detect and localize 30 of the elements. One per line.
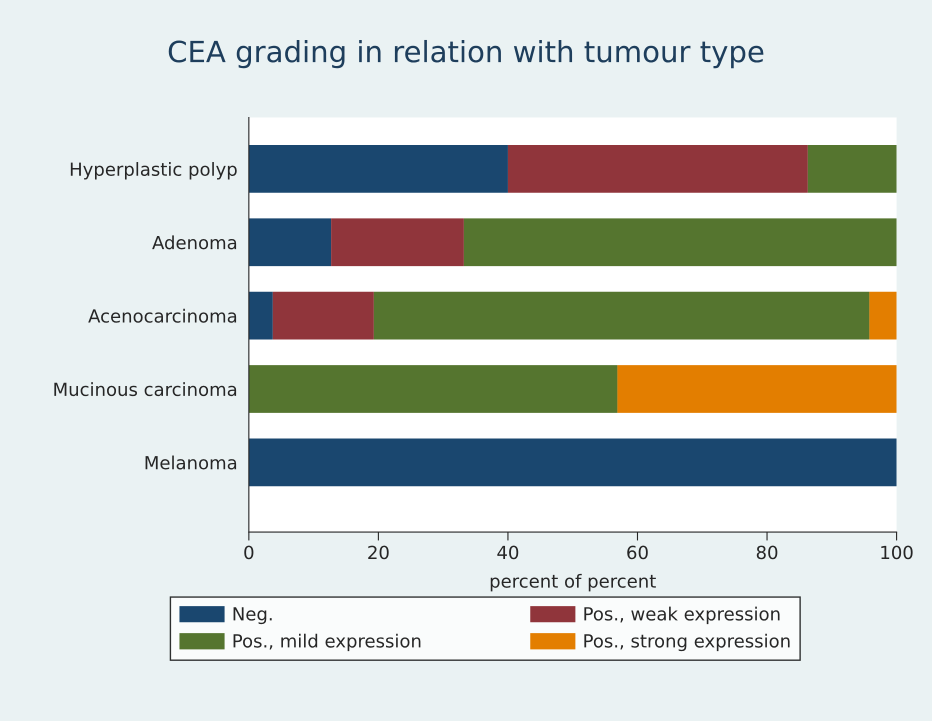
y-tick-label: Adenoma: [152, 235, 236, 250]
legend-label: Pos., mild expression: [234, 634, 420, 652]
x-tick-label: 60: [627, 546, 648, 560]
bar: [464, 218, 897, 266]
bar: [248, 438, 897, 486]
legend-label: Neg.: [234, 607, 272, 624]
bar: [248, 292, 273, 340]
bar: [617, 365, 897, 413]
x-tick-label: 0: [244, 546, 254, 560]
bar: [331, 218, 464, 266]
y-tick-label: Mucinous carcinoma: [54, 382, 236, 396]
y-tick-label: Hyperplastic polyp: [70, 162, 237, 180]
bar: [508, 145, 808, 193]
bar: [869, 292, 897, 340]
bar: [272, 292, 374, 340]
x-tick-label: 80: [756, 546, 778, 560]
x-tick-label: 100: [881, 546, 913, 560]
x-tick-label: 20: [368, 546, 389, 560]
bar: [374, 292, 870, 340]
y-tick-label: Acenocarcinoma: [88, 308, 236, 323]
x-axis-title: percent of percent: [490, 574, 656, 592]
legend-label: Pos., strong expression: [584, 634, 790, 652]
legend-label: Pos., weak expression: [584, 606, 780, 624]
x-tick-label: 40: [497, 546, 518, 560]
chart-title: CEA grading in relation with tumour type: [168, 40, 764, 68]
bar: [248, 218, 332, 266]
bar: [808, 145, 897, 193]
bar: [248, 365, 618, 413]
bar: [248, 145, 508, 193]
y-tick-label: Melanoma: [146, 456, 236, 470]
